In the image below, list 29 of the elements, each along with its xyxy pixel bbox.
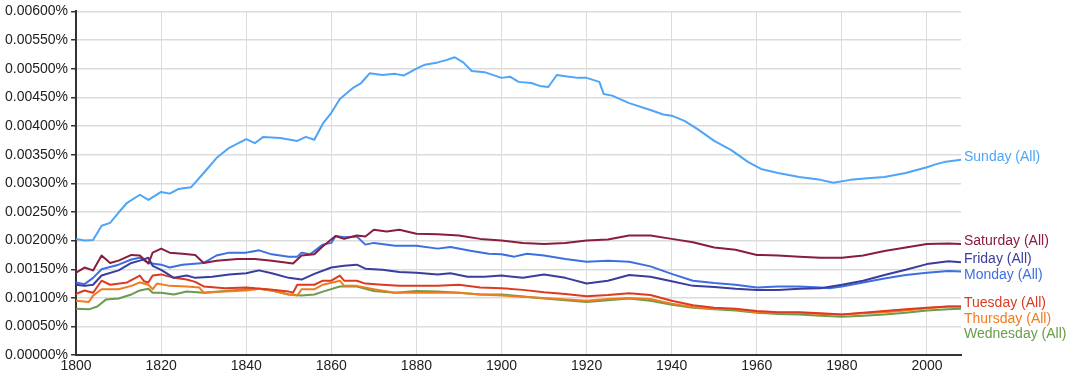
series-label: Thursday (All) xyxy=(964,309,1052,326)
x-tick-label: 1860 xyxy=(315,357,348,374)
y-tick-label: 0.00500% xyxy=(4,59,69,76)
y-tick-label: 0.00450% xyxy=(4,88,69,105)
y-tick-label: 0.00250% xyxy=(4,202,69,219)
y-tick-label: 0.00550% xyxy=(4,30,69,47)
series-label: Friday (All) xyxy=(964,250,1032,267)
series-label: Tuesday (All) xyxy=(964,294,1046,311)
x-tick-label: 1940 xyxy=(656,357,688,374)
x-tick-label: 1960 xyxy=(741,357,773,374)
x-tick-label: 1900 xyxy=(485,357,518,374)
series-label: Monday (All) xyxy=(964,265,1043,282)
series-label: Saturday (All) xyxy=(964,231,1049,248)
x-tick-label: 1840 xyxy=(230,357,263,374)
x-tick-label: 1980 xyxy=(826,357,858,374)
y-tick-label: 0.00600% xyxy=(4,2,69,19)
y-tick-label: 0.00350% xyxy=(4,145,69,162)
y-tick-label: 0.00050% xyxy=(4,317,69,334)
series-label: Sunday (All) xyxy=(964,147,1041,164)
y-tick-label: 0.00200% xyxy=(4,231,69,248)
y-tick-label: 0.00100% xyxy=(4,288,69,305)
x-tick-label: 1820 xyxy=(145,357,177,374)
x-tick-label: 1880 xyxy=(400,357,433,374)
y-tick-label: 0.00150% xyxy=(4,260,69,277)
series-label: Wednesday (All) xyxy=(964,325,1067,342)
x-tick-label: 1920 xyxy=(571,357,603,374)
y-tick-label: 0.00300% xyxy=(4,174,69,191)
y-tick-label: 0.00400% xyxy=(4,116,69,133)
x-tick-label: 2000 xyxy=(911,357,943,374)
